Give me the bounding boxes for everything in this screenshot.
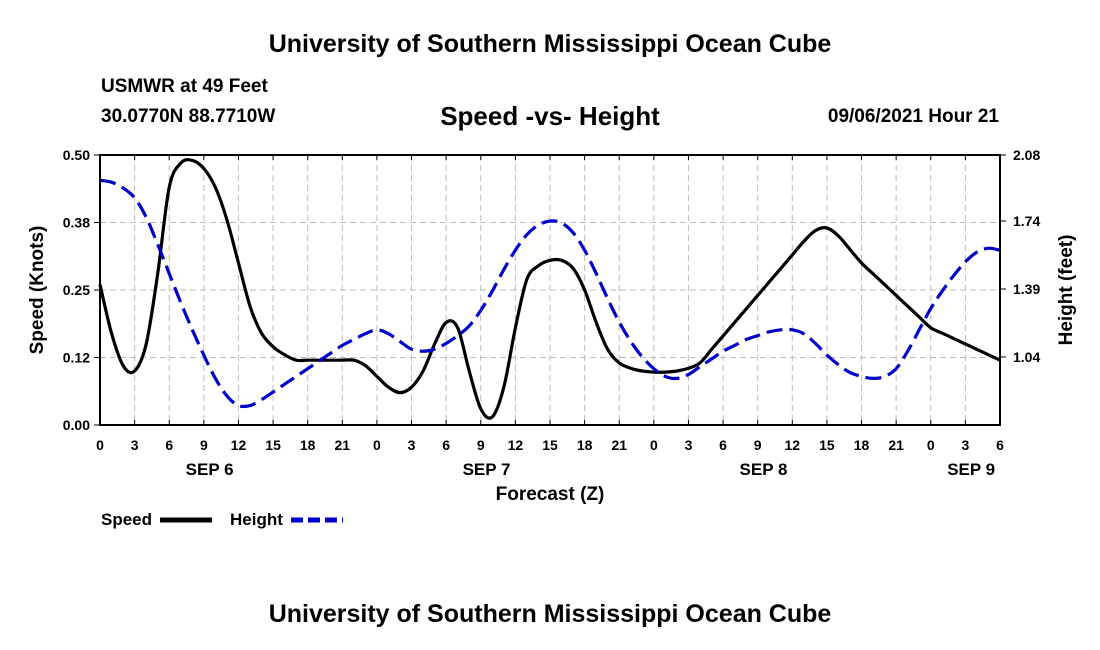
grid-lines <box>100 155 1000 425</box>
x-tick-label: 9 <box>477 437 485 453</box>
speed-height-chart: 0 3 6 9 12 15 18 21 0 3 6 9 12 15 18 21 0 3 6 9 12 15 18 21 0 3 6S… <box>27 147 1077 529</box>
y-tick-label: 0.50 <box>63 147 90 163</box>
x-tick-label: 18 <box>854 437 870 453</box>
day-label: SEP 8 <box>740 460 788 479</box>
x-tick-label: 0 <box>96 437 104 453</box>
page-title: University of Southern Mississippi Ocean… <box>268 30 832 58</box>
y2-tick-label: 1.74 <box>1013 213 1040 229</box>
x-tick-label: 18 <box>300 437 316 453</box>
y-tick-label: 0.25 <box>63 282 90 298</box>
x-tick-label: 3 <box>961 437 969 453</box>
x-tick-label: 3 <box>408 437 416 453</box>
legend: Speed Height <box>101 510 343 529</box>
x-tick-label: 21 <box>611 437 627 453</box>
x-tick-label: 15 <box>265 437 281 453</box>
axis-ticks: 0 3 6 9 12 15 18 21 0 3 6 9 12 15 18 21 0 3 6 9 12 15 18 21 0 3 6S… <box>63 147 1041 479</box>
x-tick-label: 0 <box>373 437 381 453</box>
y-tick-label: 0.12 <box>63 350 90 366</box>
x-tick-label: 18 <box>577 437 593 453</box>
x-tick-label: 12 <box>785 437 801 453</box>
x-axis-title: Forecast (Z) <box>496 484 605 505</box>
speed-series-line <box>98 158 1001 420</box>
x-tick-label: 6 <box>442 437 450 453</box>
y2-axis-title: Height (feet) <box>1056 235 1077 346</box>
x-tick-label: 6 <box>996 437 1004 453</box>
station-label: USMWR at 49 Feet <box>101 76 268 97</box>
x-tick-label: 12 <box>231 437 247 453</box>
forecast-datetime: 09/06/2021 Hour 21 <box>827 106 999 127</box>
legend-height-label: Height <box>230 510 283 529</box>
series-lines <box>98 158 1001 420</box>
x-tick-label: 15 <box>542 437 558 453</box>
y-tick-label: 0.00 <box>63 417 90 433</box>
x-tick-label: 0 <box>650 437 658 453</box>
day-label: SEP 9 <box>947 460 995 479</box>
chart-title: Speed -vs- Height <box>440 101 660 131</box>
station-coordinates: 30.0770N 88.7710W <box>101 106 276 127</box>
x-tick-label: 3 <box>131 437 139 453</box>
legend-speed-label: Speed <box>101 510 152 529</box>
x-tick-label: 12 <box>508 437 524 453</box>
x-tick-label: 21 <box>335 437 351 453</box>
y2-tick-label: 2.08 <box>1013 147 1040 163</box>
x-tick-label: 9 <box>754 437 762 453</box>
y-tick-label: 0.38 <box>63 215 90 231</box>
x-tick-label: 15 <box>819 437 835 453</box>
day-label: SEP 7 <box>463 460 511 479</box>
x-tick-label: 6 <box>165 437 173 453</box>
day-label: SEP 6 <box>186 460 234 479</box>
y2-tick-label: 1.04 <box>1013 349 1040 365</box>
x-tick-label: 3 <box>685 437 693 453</box>
y2-tick-label: 1.39 <box>1013 281 1040 297</box>
x-tick-label: 6 <box>719 437 727 453</box>
footer-title: University of Southern Mississippi Ocean… <box>268 600 832 628</box>
y-axis-title: Speed (Knots) <box>27 226 48 355</box>
x-tick-label: 21 <box>888 437 904 453</box>
x-tick-label: 9 <box>200 437 208 453</box>
x-tick-label: 0 <box>927 437 935 453</box>
height-series-line <box>99 178 1001 409</box>
